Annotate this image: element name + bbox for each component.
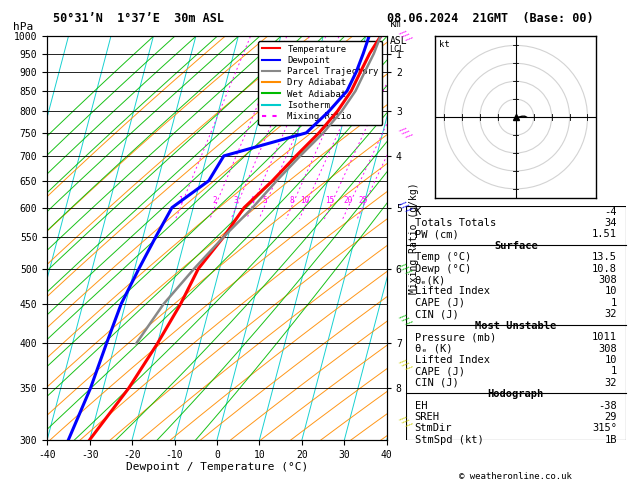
Text: Most Unstable: Most Unstable [475,321,557,330]
Text: 08.06.2024  21GMT  (Base: 00): 08.06.2024 21GMT (Base: 00) [387,12,594,25]
Text: ASL: ASL [390,36,408,47]
Text: SREH: SREH [415,412,440,422]
Text: 8: 8 [289,196,294,205]
Text: 34: 34 [604,218,617,228]
Text: CIN (J): CIN (J) [415,309,459,319]
Text: EH: EH [415,400,427,411]
Text: km: km [390,19,402,29]
Text: K: K [415,207,421,217]
Text: ///: /// [396,260,413,277]
Text: 3: 3 [234,196,238,205]
Text: 29: 29 [604,412,617,422]
Text: 1011: 1011 [592,332,617,342]
Text: 1B: 1B [604,435,617,445]
Text: ///: /// [396,199,413,216]
Text: Surface: Surface [494,241,538,251]
Text: ///: /// [396,28,413,45]
Text: 32: 32 [604,309,617,319]
Text: 308: 308 [598,344,617,353]
Text: 10: 10 [300,196,309,205]
Text: Totals Totals: Totals Totals [415,218,496,228]
Text: CAPE (J): CAPE (J) [415,298,464,308]
Text: 1: 1 [611,298,617,308]
Text: 308: 308 [598,275,617,285]
Text: CAPE (J): CAPE (J) [415,366,464,376]
Text: hPa: hPa [13,21,33,32]
Text: -4: -4 [604,207,617,217]
Text: ///: /// [396,357,413,374]
Text: 1: 1 [611,366,617,376]
Text: 315°: 315° [592,423,617,434]
Text: ///: /// [396,124,413,141]
Text: 10.8: 10.8 [592,263,617,274]
Text: 2: 2 [213,196,217,205]
Text: θₑ(K): θₑ(K) [415,275,446,285]
Text: StmSpd (kt): StmSpd (kt) [415,435,483,445]
Text: Hodograph: Hodograph [487,389,544,399]
Text: kt: kt [438,40,450,49]
Text: ///: /// [396,312,413,329]
Text: 50°31’N  1°37’E  30m ASL: 50°31’N 1°37’E 30m ASL [53,12,224,25]
Text: 20: 20 [343,196,353,205]
Text: Temp (°C): Temp (°C) [415,252,470,262]
Text: © weatheronline.co.uk: © weatheronline.co.uk [459,472,572,481]
Text: 1.51: 1.51 [592,229,617,240]
Text: 25: 25 [358,196,367,205]
Text: ///: /// [396,414,413,431]
Text: Mixing Ratio (g/kg): Mixing Ratio (g/kg) [409,182,419,294]
Text: PW (cm): PW (cm) [415,229,459,240]
Text: LCL: LCL [389,45,404,54]
Text: 13.5: 13.5 [592,252,617,262]
Text: Lifted Index: Lifted Index [415,355,489,365]
Text: Pressure (mb): Pressure (mb) [415,332,496,342]
Text: 32: 32 [604,378,617,388]
Text: StmDir: StmDir [415,423,452,434]
Text: Dewp (°C): Dewp (°C) [415,263,470,274]
Text: 5: 5 [262,196,267,205]
Text: CIN (J): CIN (J) [415,378,459,388]
Legend: Temperature, Dewpoint, Parcel Trajectory, Dry Adiabat, Wet Adiabat, Isotherm, Mi: Temperature, Dewpoint, Parcel Trajectory… [259,41,382,125]
Text: 4: 4 [250,196,254,205]
X-axis label: Dewpoint / Temperature (°C): Dewpoint / Temperature (°C) [126,462,308,472]
Text: -38: -38 [598,400,617,411]
Text: 15: 15 [325,196,335,205]
Text: Lifted Index: Lifted Index [415,286,489,296]
Text: 10: 10 [604,355,617,365]
Text: 1: 1 [178,196,183,205]
Text: θₑ (K): θₑ (K) [415,344,452,353]
Text: 10: 10 [604,286,617,296]
